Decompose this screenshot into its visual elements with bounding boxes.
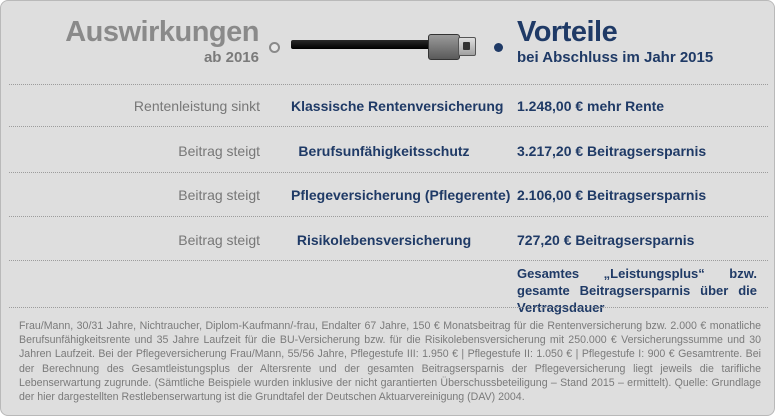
benefit-value: 727,20 € Beitragsersparnis	[517, 232, 695, 248]
impact-text: Beitrag steigt	[178, 187, 260, 203]
benefit-value: 3.217,20 € Beitragsersparnis	[517, 143, 707, 159]
impacts-title: Auswirkungen	[65, 16, 259, 48]
slider-knob[interactable]	[428, 34, 460, 60]
divider	[9, 172, 768, 174]
divider	[9, 307, 768, 309]
divider	[9, 126, 768, 128]
slider-track[interactable]	[291, 40, 441, 49]
slider-right-dot[interactable]	[494, 43, 503, 52]
product-name: Risikolebensversicherung	[296, 232, 472, 248]
impact-text: Rentenleistung sinkt	[133, 98, 260, 114]
table-row: Beitrag steigt Berufsunfähigkeitsschutz …	[1, 143, 775, 163]
footnote: Frau/Mann, 30/31 Jahre, Nichtraucher, Di…	[19, 320, 761, 404]
table-row: Beitrag steigt Risikolebensversicherung …	[1, 232, 775, 252]
header-right: Vorteile bei Abschluss im Jahr 2015	[517, 15, 713, 66]
header-left: Auswirkungen ab 2016	[65, 15, 259, 66]
product-name: Pflegeversicherung (Pflegerente)	[291, 187, 511, 203]
slider-handle-icon[interactable]	[458, 37, 476, 56]
product-name: Klassische Rentenversicherung	[291, 98, 504, 114]
product-name: Berufsunfähigkeitsschutz	[298, 143, 470, 159]
table-row: Rentenleistung sinkt Klassische Rentenve…	[1, 98, 775, 118]
benefit-value: 2.106,00 € Beitragsersparnis	[517, 187, 707, 203]
divider	[9, 260, 768, 262]
benefit-value: 1.248,00 € mehr Rente	[517, 98, 665, 114]
impact-text: Beitrag steigt	[178, 143, 260, 159]
slider-left-dot[interactable]	[269, 42, 280, 53]
divider	[9, 84, 768, 86]
benefits-subtitle: bei Abschluss im Jahr 2015	[517, 49, 714, 66]
table-row: Beitrag steigt Pflegeversicherung (Pfleg…	[1, 187, 775, 207]
impact-text: Beitrag steigt	[178, 232, 260, 248]
impacts-subtitle: ab 2016	[203, 49, 259, 66]
summary-text: Gesamtes „Leistungsplus“ bzw. gesamte Be…	[517, 266, 757, 315]
divider	[9, 216, 768, 218]
benefits-title: Vorteile	[517, 16, 618, 48]
